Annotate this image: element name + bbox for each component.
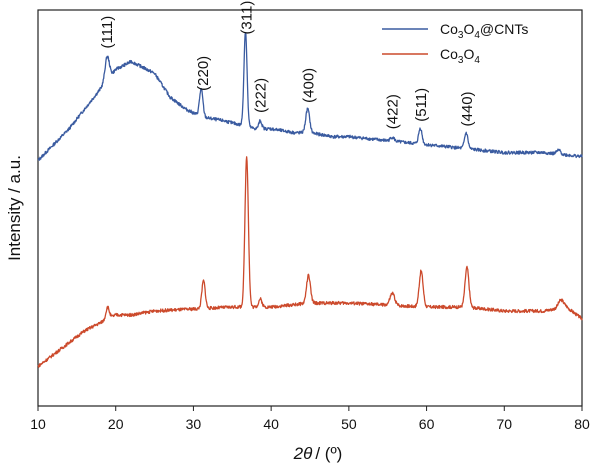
x-tick-label: 10 [30, 416, 46, 432]
x-tick-label: 50 [341, 416, 357, 432]
series-layer [37, 31, 583, 368]
x-tick-label: 60 [419, 416, 435, 432]
peak-label: (400) [300, 68, 317, 103]
y-axis-title: Intensity / a.u. [5, 155, 24, 261]
x-tick-label: 20 [108, 416, 124, 432]
peak-labels: (111) (220) (311) (222) (400) (422) (511) (440) [99, 1, 476, 130]
series-line-cnt [37, 31, 583, 161]
legend-label-co3o4-cnts: Co3O4@CNTs [440, 21, 528, 41]
legend: Co3O4@CNTs Co3O4 [382, 21, 528, 66]
x-axis-title: 2θ / (º) [293, 444, 343, 463]
peak-label: (511) [413, 88, 430, 122]
x-tick-label: 40 [263, 416, 279, 432]
x-tick-label: 30 [186, 416, 202, 432]
legend-label-co3o4: Co3O4 [440, 46, 480, 66]
x-tick-label: 70 [496, 416, 512, 432]
peak-label: (422) [384, 94, 401, 129]
x-tick-label: 80 [574, 416, 590, 432]
peak-label: (311) [238, 1, 255, 35]
x-axis-ticks: 10 20 30 40 50 60 70 80 [30, 406, 590, 432]
peak-label: (111) [99, 16, 116, 49]
plot-frame [37, 9, 583, 407]
series-line-co [37, 156, 583, 368]
peak-label: (222) [252, 78, 269, 113]
peak-label: (220) [195, 56, 212, 91]
peak-label: (440) [459, 91, 476, 126]
